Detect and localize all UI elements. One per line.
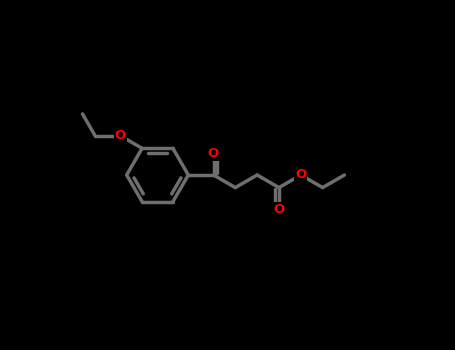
Text: O: O — [295, 168, 306, 182]
Text: O: O — [273, 203, 284, 216]
Text: O: O — [115, 129, 126, 142]
Text: O: O — [208, 147, 219, 160]
